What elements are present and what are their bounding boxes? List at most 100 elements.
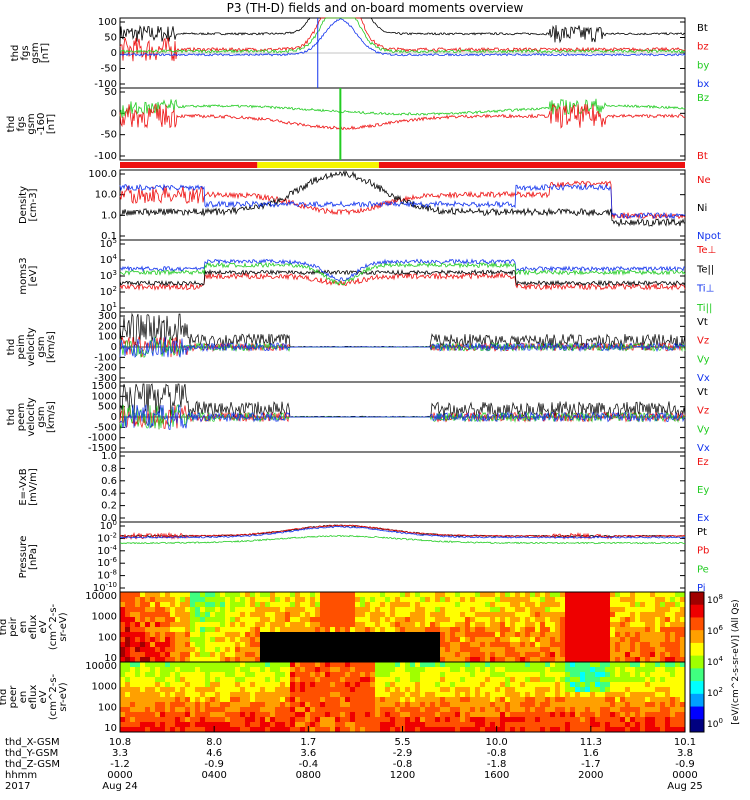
spectrogram-cell	[615, 622, 621, 628]
spectrogram-cell	[480, 592, 486, 598]
spectrogram-cell	[585, 637, 591, 643]
spectrogram-cell	[425, 672, 431, 678]
spectrogram-cell	[275, 617, 281, 623]
spectrogram-cell	[570, 727, 576, 733]
spectrogram-cell	[680, 667, 686, 673]
spectrogram-cell	[590, 672, 596, 678]
spectrogram-cell	[335, 602, 341, 608]
spectrogram-cell	[420, 627, 426, 633]
spectrogram-cell	[325, 592, 331, 598]
spectrogram-cell	[620, 692, 626, 698]
spectrogram-cell	[270, 697, 276, 703]
spectrogram-cell	[510, 687, 516, 693]
spectrogram-cell	[680, 692, 686, 698]
spectrogram-cell	[240, 637, 246, 643]
spectrogram-cell	[595, 627, 601, 633]
spectrogram-cell	[185, 602, 191, 608]
spectrogram-cell	[285, 672, 291, 678]
spectrogram-cell	[645, 707, 651, 713]
spectrogram-cell	[220, 697, 226, 703]
spectrogram-cell	[320, 717, 326, 723]
spectrogram-cell	[500, 592, 506, 598]
spectrogram-cell	[250, 722, 256, 728]
spectrogram-cell	[340, 647, 346, 653]
spectrogram-cell	[375, 677, 381, 683]
y-axis-label: thd	[0, 619, 9, 636]
spectrogram-cell	[440, 637, 446, 643]
spectrogram-cell	[495, 607, 501, 613]
legend-entry: Vy	[697, 354, 710, 365]
spectrogram-cell	[670, 617, 676, 623]
spectrogram-cell	[175, 592, 181, 598]
spectrogram-cell	[665, 647, 671, 653]
spectrogram-cell	[405, 607, 411, 613]
spectrogram-cell	[450, 642, 456, 648]
spectrogram-cell	[310, 692, 316, 698]
spectrogram-cell	[670, 727, 676, 733]
spectrogram-cell	[220, 602, 226, 608]
spectrogram-cell	[580, 647, 586, 653]
spectrogram-cell	[630, 727, 636, 733]
spectrogram-cell	[505, 592, 511, 598]
spectrogram-cell	[230, 677, 236, 683]
spectrogram-cell	[185, 682, 191, 688]
spectrogram-cell	[235, 612, 241, 618]
spectrogram-cell	[150, 692, 156, 698]
spectrogram-cell	[575, 612, 581, 618]
spectrogram-cell	[675, 722, 681, 728]
spectrogram-cell	[620, 702, 626, 708]
spectrogram-cell	[190, 652, 196, 658]
spectrogram-cell	[575, 697, 581, 703]
spectrogram-cell	[550, 632, 556, 638]
spectrogram-cell	[440, 697, 446, 703]
ti-par-line	[119, 261, 686, 286]
spectrogram-cell	[350, 682, 356, 688]
spectrogram-cell	[195, 722, 201, 728]
spectrogram-cell	[465, 667, 471, 673]
spectrogram-cell	[410, 652, 416, 658]
spectrogram-cell	[435, 607, 441, 613]
spectrogram-cell	[475, 627, 481, 633]
spectrogram-cell	[235, 617, 241, 623]
spectrogram-cell	[645, 642, 651, 648]
spectrogram-cell	[645, 682, 651, 688]
spectrogram-cell	[615, 662, 621, 668]
spectrogram-cell	[330, 627, 336, 633]
spectrogram-cell	[475, 637, 481, 643]
spectrogram-cell	[370, 592, 376, 598]
spectrogram-cell	[390, 667, 396, 673]
y-tick-label: 10-4	[97, 544, 117, 557]
spectrogram-cell	[500, 697, 506, 703]
spectrogram-cell	[300, 662, 306, 668]
spectrogram-cell	[600, 622, 606, 628]
spectrogram-cell	[245, 712, 251, 718]
spectrogram-cell	[575, 597, 581, 603]
spectrogram-cell	[395, 627, 401, 633]
spectrogram-cell	[290, 682, 296, 688]
spectrogram-cell	[240, 717, 246, 723]
spectrogram-cell	[415, 642, 421, 648]
spectrogram-cell	[350, 712, 356, 718]
spectrogram-cell	[585, 597, 591, 603]
spectrogram-cell	[200, 637, 206, 643]
spectrogram-cell	[335, 692, 341, 698]
spectrogram-cell	[360, 612, 366, 618]
spectrogram-cell	[240, 607, 246, 613]
spectrogram-cell	[245, 607, 251, 613]
spectrogram-cell	[295, 602, 301, 608]
spectrogram-cell	[500, 682, 506, 688]
spectrogram-cell	[205, 727, 211, 733]
spectrogram-cell	[605, 642, 611, 648]
spectrogram-cell	[250, 597, 256, 603]
spectrogram-cell	[495, 717, 501, 723]
spectrogram-cell	[165, 612, 171, 618]
spectrogram-cell	[475, 647, 481, 653]
velocity-series	[119, 383, 686, 430]
spectrogram-cell	[590, 607, 596, 613]
spectrogram-cell	[340, 702, 346, 708]
spectrogram-cell	[135, 712, 141, 718]
spectrogram-cell	[610, 627, 616, 633]
spectrogram-cell	[490, 627, 496, 633]
spectrogram-cell	[460, 722, 466, 728]
spectrogram-cell	[375, 602, 381, 608]
